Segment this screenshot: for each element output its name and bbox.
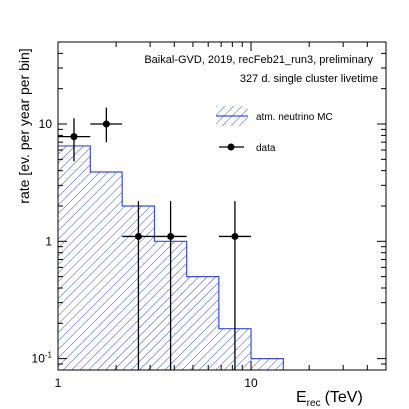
y-tick-label-exponent: -1 [45,351,53,360]
mc-bin-5 [186,276,219,370]
y-tick-label: 10 [39,117,53,131]
x-axis-label-main: E [296,389,307,406]
data-marker-3 [134,232,142,240]
data-point-2 [90,107,123,143]
data-marker-5 [231,232,239,240]
annotation-livetime: 327 d. single cluster livetime [240,73,378,85]
y-tick-label: 10-1 [32,351,53,366]
x-tick-label: 10 [244,376,258,390]
mc-bin-1 [58,145,91,370]
mc-bin-2 [90,171,123,370]
mc-histogram-outline [58,145,284,370]
x-axis-label: Erec (TeV) [296,389,363,409]
y-tick-label-base: 10 [39,117,53,131]
data-marker-2 [102,120,110,128]
data-point-3 [122,201,155,370]
data-point-4 [154,201,187,370]
legend-data-label: data [256,143,276,154]
y-tick-label-base: 1 [45,234,52,248]
mc-bin-7 [251,358,284,370]
legend-data-marker [227,143,235,151]
y-tick-label-base: 10 [32,352,46,366]
data-point-5 [218,201,252,370]
legend-mc-label: atm. neutrino MC [256,112,333,123]
y-tick-label: 1 [45,234,52,248]
annotation-experiment: Baikal-GVD, 2019, recFeb21_run3, prelimi… [144,54,373,66]
data-marker-4 [167,232,175,240]
x-tick-label: 1 [55,376,62,390]
data-point-1 [58,118,91,162]
legend: atm. neutrino MC data [216,106,333,154]
y-axis-label: rate [ev. per year per bin] [16,48,32,203]
x-axis-label-sub: rec [307,398,321,409]
data-marker-1 [70,133,78,141]
x-axis-label-unit: (TeV) [325,389,363,406]
